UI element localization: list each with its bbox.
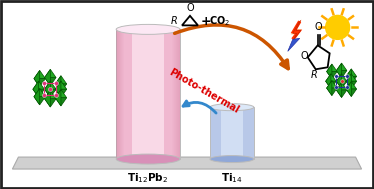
Polygon shape (55, 76, 61, 92)
FancyArrowPatch shape (175, 25, 288, 69)
Polygon shape (336, 63, 347, 70)
Polygon shape (346, 74, 356, 81)
Bar (122, 29, 123, 159)
Bar (119, 29, 120, 159)
Polygon shape (346, 69, 356, 76)
Text: O: O (186, 3, 194, 13)
Polygon shape (336, 83, 341, 98)
Polygon shape (55, 76, 67, 84)
Text: +: + (200, 15, 211, 28)
Bar (174, 29, 175, 159)
Text: R: R (171, 16, 177, 26)
Polygon shape (55, 98, 67, 106)
Bar (177, 29, 178, 159)
Polygon shape (327, 81, 337, 88)
Polygon shape (326, 74, 331, 89)
Polygon shape (45, 69, 56, 77)
Bar (179, 29, 180, 159)
Polygon shape (55, 81, 61, 97)
Polygon shape (336, 81, 347, 89)
Polygon shape (55, 89, 67, 97)
Polygon shape (346, 69, 351, 84)
Polygon shape (45, 91, 56, 99)
Polygon shape (55, 90, 61, 106)
Text: CO$_2$: CO$_2$ (209, 15, 230, 28)
Polygon shape (33, 89, 45, 97)
Ellipse shape (116, 24, 180, 34)
FancyArrowPatch shape (183, 101, 216, 113)
Polygon shape (346, 82, 356, 89)
Text: O: O (315, 22, 322, 32)
Bar (132, 29, 164, 159)
Polygon shape (346, 76, 356, 84)
Circle shape (326, 15, 350, 39)
Bar (175, 29, 176, 159)
Polygon shape (45, 77, 56, 86)
Polygon shape (55, 90, 67, 98)
Polygon shape (45, 69, 50, 86)
Polygon shape (55, 81, 67, 89)
Text: Ti$_{12}$Pb$_2$: Ti$_{12}$Pb$_2$ (128, 171, 169, 185)
Polygon shape (327, 71, 337, 79)
Polygon shape (336, 63, 341, 78)
Text: Ti$_{14}$: Ti$_{14}$ (221, 171, 243, 185)
Polygon shape (327, 64, 332, 79)
Ellipse shape (210, 104, 254, 111)
Polygon shape (291, 19, 302, 41)
Text: O: O (301, 51, 309, 61)
Polygon shape (34, 88, 45, 97)
Bar (116, 29, 117, 159)
Polygon shape (336, 70, 347, 78)
Polygon shape (336, 83, 347, 90)
Polygon shape (336, 74, 347, 81)
Bar (118, 29, 119, 159)
Polygon shape (326, 74, 336, 81)
Polygon shape (326, 81, 336, 89)
Bar (116, 29, 180, 159)
Bar (172, 29, 173, 159)
Polygon shape (55, 84, 67, 92)
Polygon shape (34, 97, 45, 105)
Bar (210, 107, 254, 159)
Ellipse shape (116, 154, 180, 164)
Ellipse shape (210, 156, 254, 163)
Polygon shape (327, 88, 337, 96)
Polygon shape (327, 64, 337, 71)
Polygon shape (33, 81, 45, 89)
Text: Photo-thermal: Photo-thermal (167, 67, 241, 115)
Polygon shape (293, 20, 301, 39)
Bar (176, 29, 177, 159)
Polygon shape (45, 81, 56, 89)
Polygon shape (327, 81, 332, 96)
Bar (123, 29, 124, 159)
Polygon shape (34, 70, 40, 87)
Polygon shape (346, 82, 351, 97)
Polygon shape (34, 88, 40, 105)
Bar (178, 29, 179, 159)
Bar (121, 29, 122, 159)
Polygon shape (336, 90, 347, 98)
Polygon shape (346, 89, 356, 97)
Polygon shape (346, 81, 356, 89)
Bar (221, 107, 243, 159)
Bar (117, 29, 118, 159)
Polygon shape (288, 38, 300, 51)
Bar (120, 29, 121, 159)
Bar (173, 29, 174, 159)
Polygon shape (45, 81, 50, 97)
Polygon shape (346, 74, 351, 89)
Polygon shape (45, 89, 56, 97)
Polygon shape (34, 79, 45, 87)
Polygon shape (45, 91, 50, 107)
Polygon shape (336, 74, 341, 89)
Text: R: R (310, 70, 317, 80)
Polygon shape (33, 81, 39, 97)
Polygon shape (34, 70, 45, 79)
Polygon shape (45, 99, 56, 107)
Polygon shape (12, 157, 362, 169)
